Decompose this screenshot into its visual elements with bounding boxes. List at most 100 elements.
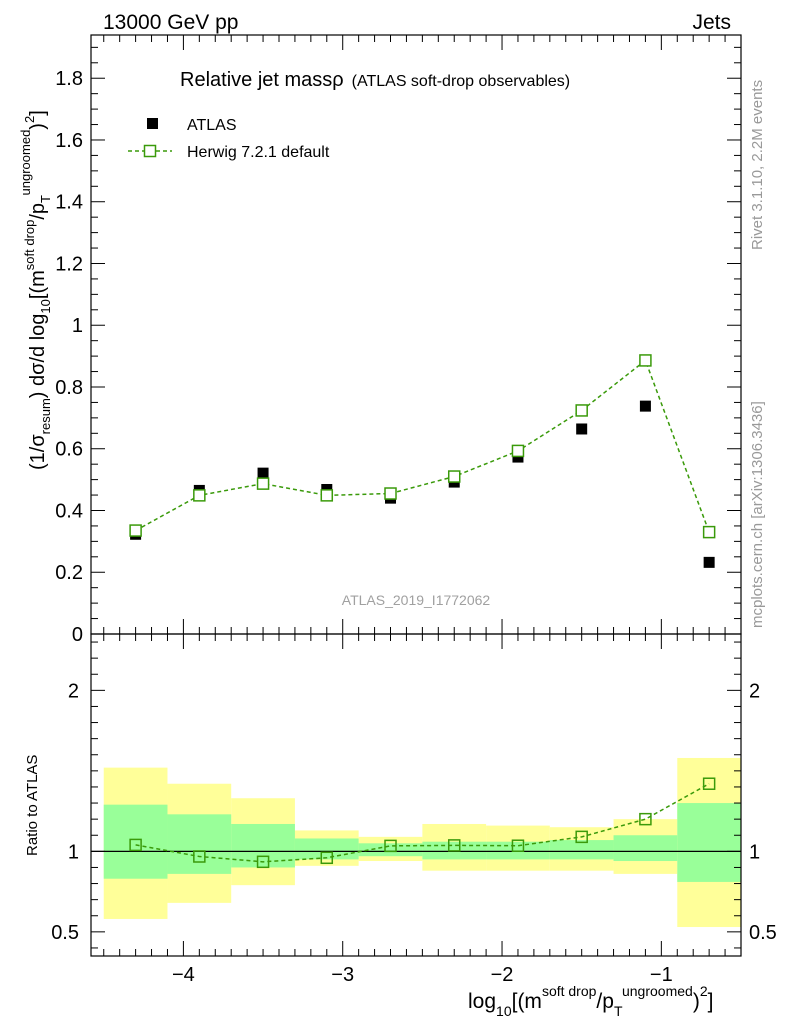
ratio-ytick-label-right: 2 <box>749 680 760 702</box>
main-ytick-label: 1.2 <box>55 253 83 275</box>
main-ytick-label: 0.6 <box>55 439 83 461</box>
main-ytick-label: 1.6 <box>55 130 83 152</box>
ratio-herwig-point <box>256 855 270 869</box>
ratio-band-inner <box>613 835 678 862</box>
ylabel-part: T <box>38 195 53 203</box>
ratio-bands <box>103 757 741 928</box>
ylabel-part: /p <box>27 203 49 220</box>
ratio-ylabel: Ratio to ATLAS <box>24 755 41 856</box>
ylabel-part: 2 <box>22 116 37 123</box>
ylabel-part: [(m <box>27 270 49 299</box>
main-ytick-label: 0 <box>72 624 83 646</box>
ratio-herwig-point <box>129 838 142 852</box>
ratio-herwig-point <box>320 851 334 865</box>
atlas-point <box>576 423 588 435</box>
ylabel-part: ] <box>27 110 49 116</box>
ratio-herwig-point <box>575 830 588 844</box>
main-ytick-label: 0.2 <box>55 562 83 584</box>
main-ytick-label: 0.8 <box>55 377 83 399</box>
herwig-point <box>575 404 588 417</box>
legend-atlas-label: ATLAS <box>187 117 237 134</box>
xlabel-part: log <box>468 990 496 1013</box>
legend: ATLAS Herwig 7.2.1 default <box>128 117 330 161</box>
herwig-point <box>320 489 334 502</box>
atlas-point <box>703 556 715 568</box>
chart-title: Relative jet massρ (ATLAS soft-drop obser… <box>180 69 570 91</box>
main-ylabel: (1/σresum) dσ/d log10[(msoft drop/pTungr… <box>18 110 53 470</box>
ylabel-part: ungroomed <box>18 130 33 196</box>
ratio-ytick-label: 1 <box>68 841 79 863</box>
xlabel-part: ) <box>693 990 700 1013</box>
herwig-point <box>384 487 397 500</box>
ratio-xtick-label: −3 <box>331 964 354 986</box>
atlas-point <box>257 467 269 479</box>
ratio-herwig-point <box>511 839 525 852</box>
main-ytick-label: 1.4 <box>55 192 83 214</box>
herwig-point <box>193 489 206 502</box>
ratio-ytick-label: 0.5 <box>51 922 79 944</box>
ylabel-part: soft drop <box>22 220 37 271</box>
analysis-watermark: ATLAS_2019_I1772062 <box>342 592 491 608</box>
ylabel-part: ) dσ/d log <box>27 314 49 399</box>
ratio-xtick-label: −2 <box>491 964 514 986</box>
main-axis-ticks: 0 0.2 0.4 0.6 0.8 1 1.2 1.4 1.6 1.8 <box>55 35 742 646</box>
ratio-ytick-label-right: 0.5 <box>749 922 777 944</box>
ratio-band-inner <box>231 823 295 868</box>
ratio-xlabel: log10[(msoft drop/pTungroomed)2] <box>468 983 713 1019</box>
ratio-band-inner <box>294 838 359 860</box>
xlabel-part: 10 <box>496 1003 512 1019</box>
ratio-herwig-line <box>135 783 710 863</box>
ratio-frame <box>90 633 742 957</box>
xlabel-part: ungroomed <box>622 983 693 999</box>
ratio-band-inner <box>167 814 232 874</box>
herwig-point <box>447 470 461 483</box>
side-mcplots-text: mcplots.cern.ch [arXiv:1306.3436] <box>749 401 766 628</box>
main-ytick-label: 1 <box>72 315 83 337</box>
main-series <box>129 354 716 568</box>
ratio-panel: 0.5 0.5 1 1 2 2 −4 −3 −2 −1 Ratio to ATLAS log10[… <box>24 633 777 1019</box>
ratio-band-inner <box>358 843 423 857</box>
ratio-herwig-point <box>384 839 397 853</box>
ratio-band-inner <box>677 803 741 882</box>
side-rivet-text: Rivet 3.1.10, 2.2M events <box>749 80 766 250</box>
atlas-point <box>639 400 651 412</box>
ratio-herwig-point <box>702 777 716 790</box>
main-ytick-label: 1.8 <box>55 68 83 90</box>
xlabel-part: [(m <box>512 990 542 1013</box>
ratio-band-inner <box>103 804 168 879</box>
ratio-xtick-label: −4 <box>172 964 195 986</box>
main-panel: 0 0.2 0.4 0.6 0.8 1 1.2 1.4 1.6 1.8 Relative jet … <box>18 34 742 646</box>
ratio-xtick-label: −1 <box>650 964 673 986</box>
xlabel-part: T <box>614 1003 623 1019</box>
legend-atlas-marker <box>147 118 158 129</box>
ratio-series <box>129 777 716 869</box>
ratio-ytick-label: 2 <box>68 680 79 702</box>
ratio-ytick-label-right: 1 <box>749 841 760 863</box>
ylabel-part: ) <box>27 123 49 130</box>
ratio-herwig-point <box>447 839 461 852</box>
ratio-herwig-point <box>193 850 206 863</box>
legend-herwig-label: Herwig 7.2.1 default <box>187 144 330 161</box>
header-left: 13000 GeV pp <box>103 11 238 34</box>
ratio-herwig-point <box>639 812 652 826</box>
xlabel-part: soft drop <box>542 983 597 999</box>
chart-subtitle: (ATLAS soft-drop observables) <box>352 73 570 90</box>
herwig-point <box>129 524 142 537</box>
legend-herwig-marker <box>143 144 157 158</box>
xlabel-part: 2 <box>700 983 708 999</box>
xlabel-part: ] <box>708 990 714 1013</box>
herwig-line <box>135 359 710 533</box>
herwig-point <box>639 354 652 367</box>
ylabel-part: 10 <box>38 299 53 313</box>
herwig-point <box>511 444 525 458</box>
ratio-band-inner <box>549 840 614 860</box>
main-ytick-label: 0.4 <box>55 500 83 522</box>
ylabel-part: (1/σ <box>27 434 49 470</box>
chart-title-main: Relative jet massρ <box>180 69 344 91</box>
herwig-point <box>256 477 270 490</box>
xlabel-part: /p <box>596 990 614 1013</box>
ylabel-part: resum <box>38 398 53 434</box>
header-right: Jets <box>692 11 731 34</box>
ratio-axis-ticks: 0.5 0.5 1 1 2 2 −4 −3 −2 −1 <box>51 634 777 986</box>
